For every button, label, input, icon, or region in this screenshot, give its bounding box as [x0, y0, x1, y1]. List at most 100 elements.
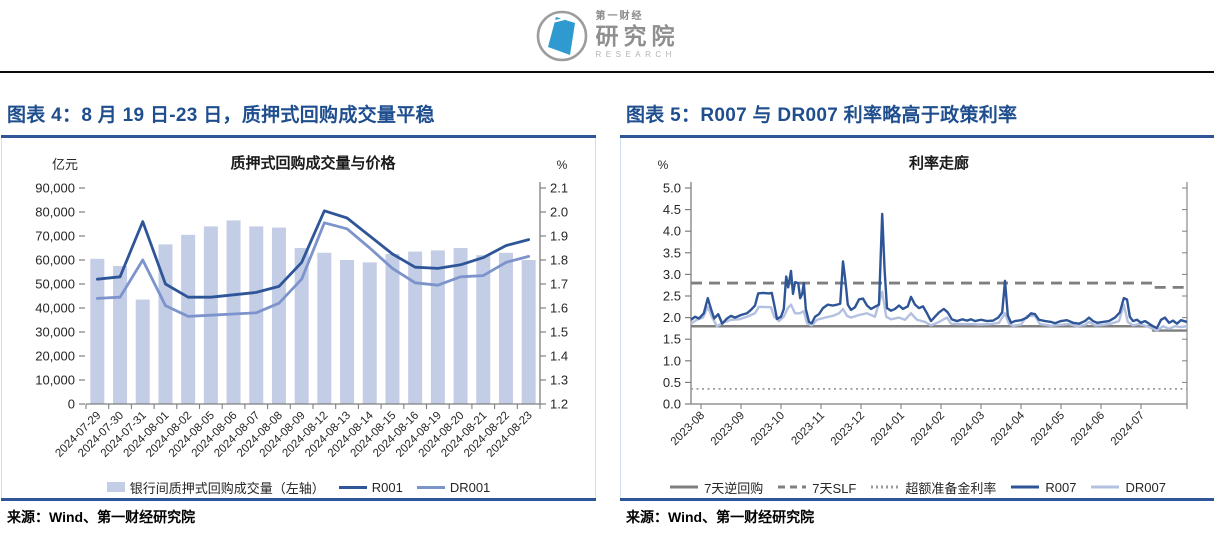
svg-text:1.0: 1.0: [663, 353, 681, 368]
bar-series: [90, 220, 536, 404]
series-R007: [690, 212, 1188, 330]
figure-panel-5: 图表 5：R007 与 DR007 利率略高于政策利率 利率走廊% 0.0 0.5 1…: [620, 97, 1214, 527]
legend-label: 银行间质押式回购成交量（左轴）: [129, 480, 325, 496]
bar: [408, 251, 423, 404]
svg-text:1.4: 1.4: [550, 349, 568, 364]
svg-text:5.0: 5.0: [663, 181, 681, 196]
legend-item-7天SLF: 7天SLF: [777, 478, 856, 497]
x-tick-label: 2024-04: [989, 409, 1028, 448]
series-DR007: [690, 290, 1188, 332]
svg-text:50,000: 50,000: [35, 277, 75, 292]
legend-label: 超额准备金利率: [905, 480, 997, 496]
legend-swatch-line: [670, 485, 699, 489]
page: 第一财经 研究院 RESEARCH 图表 4：8 月 19 日-23 日，质押式…: [0, 0, 1214, 527]
x-tick-label: 2023-08: [669, 410, 707, 448]
x-tick-label: 2024-05: [1029, 410, 1067, 448]
bar: [317, 252, 332, 404]
legend-label: DR007: [1125, 479, 1166, 495]
figure-4-source: 来源：Wind、第一财经研究院: [7, 509, 196, 525]
svg-text:4.5: 4.5: [663, 202, 681, 217]
svg-text:3.0: 3.0: [663, 267, 681, 282]
legend-label: 7天逆回购: [704, 480, 764, 496]
bar: [340, 260, 355, 404]
rate-corridor-chart: 利率走廊% 0.0 0.5 1.0 1.5 2.0 2.5 3.0 3.5 4.0 4.5 5.0 20…: [658, 154, 1188, 448]
right-axis-unit: %: [557, 158, 568, 172]
content: 图表 4：8 月 19 日-23 日，质押式回购成交量平稳 质押式回购成交量与价…: [0, 97, 1214, 527]
legend-swatch-line: [1091, 485, 1120, 489]
figure-4-title: 图表 4：8 月 19 日-23 日，质押式回购成交量平稳: [1, 97, 596, 138]
right-axis: [1182, 182, 1188, 405]
series-7天SLF: [691, 281, 1187, 289]
left-axis-unit: %: [658, 158, 669, 172]
bar: [453, 248, 468, 404]
svg-text:70,000: 70,000: [35, 229, 75, 244]
x-tick-label: 2024-01: [869, 410, 907, 448]
svg-text:1.9: 1.9: [550, 229, 568, 244]
legend-item-7天逆回购: 7天逆回购: [669, 478, 763, 497]
brand-logo: 第一财经 研究院 RESEARCH: [535, 9, 680, 63]
svg-text:1.5: 1.5: [663, 332, 681, 347]
left-axis-unit: 亿元: [52, 157, 78, 172]
svg-text:2.0: 2.0: [550, 205, 568, 220]
series-R001: [95, 209, 531, 299]
x-tick-label: 2024-06: [1069, 410, 1107, 448]
bar: [90, 258, 105, 404]
header: 第一财经 研究院 RESEARCH: [0, 0, 1214, 71]
brand-name-sub: RESEARCH: [595, 50, 676, 59]
bar: [158, 244, 173, 404]
svg-text:60,000: 60,000: [35, 253, 75, 268]
bar: [135, 299, 150, 404]
legend-swatch-line: [871, 485, 900, 489]
bar: [385, 254, 400, 404]
bar: [113, 266, 128, 404]
svg-text:1.3: 1.3: [550, 373, 568, 388]
legend-item-bars: 银行间质押式回购成交量（左轴）: [106, 478, 325, 497]
legend-label: DR001: [449, 479, 491, 495]
svg-text:2.5: 2.5: [663, 289, 681, 304]
chart-title: 质押式回购成交量与价格: [230, 154, 396, 172]
legend-item-R001: R001: [338, 480, 403, 495]
svg-text:0.5: 0.5: [663, 375, 681, 390]
x-tick-label: 2023-12: [829, 410, 867, 448]
svg-text:1.8: 1.8: [550, 253, 568, 268]
figure-5-chart-card: 利率走廊% 0.0 0.5 1.0 1.5 2.0 2.5 3.0 3.5 4.0 4.5 5.0 20…: [620, 138, 1214, 498]
left-axis: 0.0 0.5 1.0 1.5 2.0 2.5 3.0 3.5 4.0 4.5 5.0: [663, 181, 692, 412]
brand-name-main: 研究院: [595, 23, 680, 49]
figure-4-footer-divider: [1, 498, 596, 501]
repo-volume-price-chart: 质押式回购成交量与价格 亿元 % 0 10,000 20,000 30,000 40,000 5…: [35, 154, 568, 460]
svg-text:20,000: 20,000: [35, 349, 75, 364]
x-axis: 2023-08 2023-09 2023-10 2023-11 2023-12 2024-…: [669, 403, 1188, 448]
bar: [249, 226, 264, 404]
svg-text:80,000: 80,000: [35, 205, 75, 220]
bar: [476, 255, 491, 404]
bar: [226, 220, 241, 404]
svg-text:0.0: 0.0: [663, 397, 681, 412]
x-tick-label: 2023-11: [789, 410, 827, 448]
svg-text:4.0: 4.0: [663, 224, 681, 239]
legend-label: R007: [1045, 479, 1077, 495]
legend-swatch-bar: [106, 482, 125, 492]
bar: [181, 234, 196, 404]
svg-text:0: 0: [68, 397, 75, 412]
figure-5-title: 图表 5：R007 与 DR007 利率略高于政策利率: [620, 97, 1214, 138]
x-tick-label: 2023-09: [709, 410, 747, 448]
right-axis: 1.2 1.3 1.4 1.5 1.6 1.7 1.8 1.9 2.0 2.1: [539, 181, 568, 412]
brand-logo-icon: [536, 10, 587, 61]
figure-5-legend: 7天逆回购 7天SLF 超额准备金利率 R007 DR007: [621, 476, 1214, 498]
legend-label: 7天SLF: [812, 480, 857, 496]
legend-item-超额准备金利率: 超额准备金利率: [870, 478, 996, 497]
x-tick-label: 2024-03: [949, 410, 987, 448]
x-tick-label: 2024-07: [1109, 410, 1147, 448]
bar: [498, 252, 513, 404]
svg-text:10,000: 10,000: [35, 373, 75, 388]
legend-item-R007: R007: [1010, 480, 1076, 495]
figure-4-legend: 银行间质押式回购成交量（左轴） R001 DR001: [2, 476, 595, 498]
chart-title: 利率走廊: [909, 154, 969, 172]
series-7天逆回购: [691, 325, 1187, 332]
bar: [294, 248, 309, 404]
legend-item-DR001: DR001: [416, 479, 491, 495]
figure-5-footer-divider: [620, 498, 1214, 501]
bar: [430, 250, 445, 404]
x-axis: 2024-07-292024-07-302024-07-312024-08-01…: [53, 403, 541, 460]
svg-text:1.2: 1.2: [550, 397, 568, 412]
